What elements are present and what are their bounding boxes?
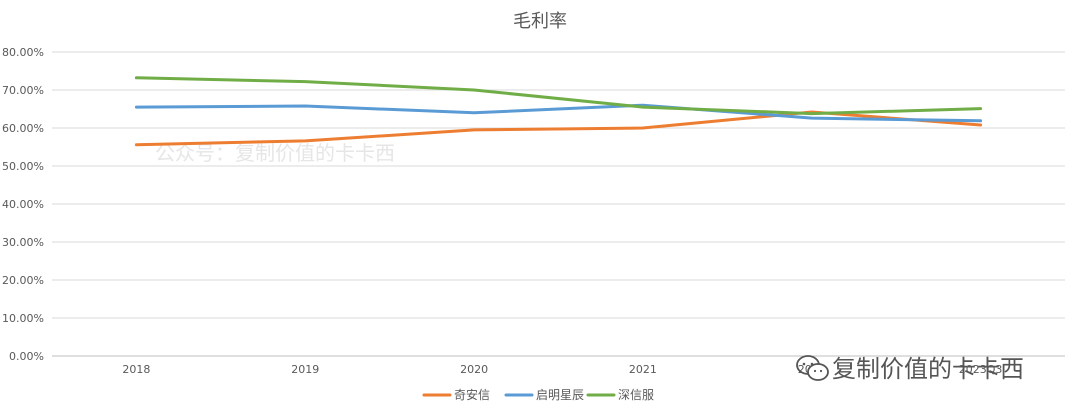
wechat-icon <box>796 355 829 381</box>
legend-label: 奇安信 <box>454 387 490 402</box>
watermark-text: 公众号：复制价值的卡卡西 <box>155 141 395 165</box>
chart-title: 毛利率 <box>513 11 567 32</box>
x-tick-label: 2021 <box>629 363 657 376</box>
series-line <box>134 76 983 116</box>
x-tick-label: 2023Q3 <box>959 363 1003 376</box>
y-tick-label: 10.00% <box>2 312 44 325</box>
legend-label: 深信服 <box>618 388 654 402</box>
x-tick-label: 2018 <box>122 363 150 376</box>
series-lines <box>134 76 983 147</box>
y-tick-label: 70.00% <box>2 84 44 97</box>
series-line <box>134 103 983 123</box>
y-tick-label: 30.00% <box>2 236 44 249</box>
y-tick-label: 40.00% <box>2 198 44 211</box>
x-tick-label: 2020 <box>460 363 488 376</box>
watermark-logo: 复制价值的卡卡西 <box>796 355 1024 383</box>
y-tick-label: 0.00% <box>9 350 44 363</box>
gridlines <box>52 51 1065 357</box>
y-tick-label: 20.00% <box>2 274 44 287</box>
legend-label: 启明星辰 <box>536 388 584 402</box>
x-tick-label: 2019 <box>291 363 319 376</box>
y-tick-label: 60.00% <box>2 122 44 135</box>
y-axis: 0.00% 10.00% 20.00% 30.00% 40.00% 50.00% 60.00… <box>2 46 44 363</box>
watermark-logo-text: 复制价值的卡卡西 <box>832 355 1024 383</box>
y-tick-label: 50.00% <box>2 160 44 173</box>
legend: 奇安信 启明星辰 深信服 <box>422 387 654 402</box>
y-tick-label: 80.00% <box>2 46 44 59</box>
